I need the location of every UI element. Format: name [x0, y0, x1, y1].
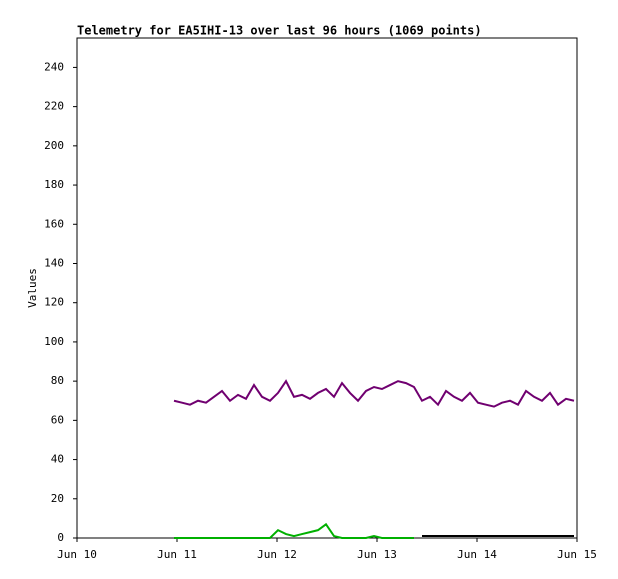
y-tick-label: 60	[51, 413, 64, 426]
y-tick-label: 20	[51, 492, 64, 505]
x-tick-label: Jun 15	[557, 548, 597, 561]
y-tick-label: 100	[44, 335, 64, 348]
plot-frame	[76, 37, 578, 539]
x-tick-label: Jun 14	[457, 548, 497, 561]
y-tick-label: 220	[44, 100, 64, 113]
y-tick-label: 240	[44, 60, 64, 73]
x-tick-label: Jun 13	[357, 548, 397, 561]
y-tick-label: 120	[44, 296, 64, 309]
y-tick-label: 200	[44, 139, 64, 152]
x-tick-label: Jun 12	[257, 548, 297, 561]
series-line	[174, 522, 414, 539]
y-tick-label: 80	[51, 374, 64, 387]
y-tick-label: 40	[51, 453, 64, 466]
y-tick-label: 160	[44, 217, 64, 230]
y-tick-label: 0	[57, 531, 64, 544]
chart-title: Telemetry for EA5IHI-13 over last 96 hou…	[77, 24, 482, 38]
y-axis-label: Values	[26, 268, 39, 308]
x-tick-label: Jun 11	[157, 548, 197, 561]
y-tick-label: 140	[44, 256, 64, 269]
series-line	[173, 379, 575, 408]
x-tick-label: Jun 10	[57, 548, 97, 561]
y-tick-label: 180	[44, 178, 64, 191]
